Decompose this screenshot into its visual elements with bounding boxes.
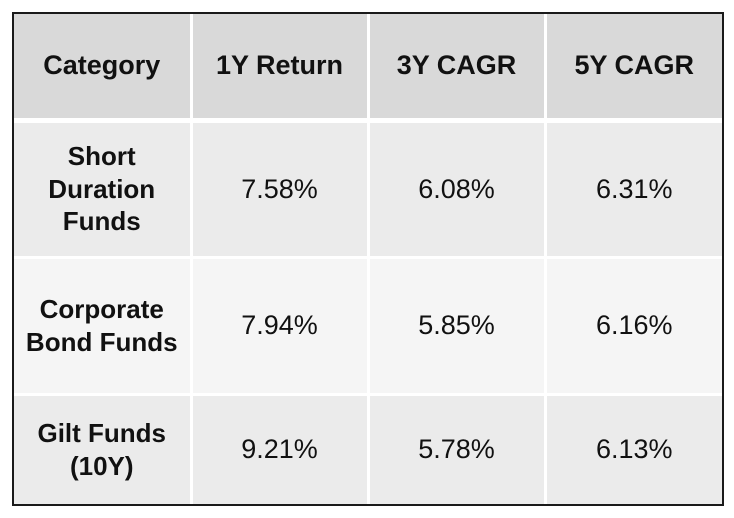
return-1y-cell: 9.21%: [191, 394, 370, 504]
category-line: Corporate: [39, 294, 164, 324]
returns-table-frame: Category 1Y Return 3Y CAGR 5Y CAGR Short…: [12, 12, 724, 506]
return-1y-cell: 7.94%: [191, 257, 370, 396]
cagr-5y-cell: 6.16%: [545, 257, 722, 396]
category-line: Short: [67, 141, 136, 172]
header-1y-return: 1Y Return: [191, 14, 370, 123]
category-line: Bond Funds: [25, 326, 178, 357]
cagr-3y-cell: 6.08%: [368, 120, 547, 259]
table-row: Gilt Funds (10Y) 9.21% 5.78% 6.13%: [14, 394, 722, 504]
category-line: Funds: [62, 206, 141, 237]
cagr-3y-cell: 5.85%: [368, 257, 547, 396]
category-cell: Corporate Bond Funds: [14, 257, 193, 396]
category-line: Duration: [48, 173, 156, 204]
cagr-5y-cell: 6.31%: [545, 120, 722, 259]
category-cell: Gilt Funds (10Y): [14, 394, 193, 504]
header-3y-cagr: 3Y CAGR: [368, 14, 547, 123]
table-row: Corporate Bond Funds 7.94% 5.85% 6.16%: [14, 257, 722, 396]
category-cell: Short Duration Funds: [14, 120, 193, 259]
cagr-3y-cell: 5.78%: [368, 394, 547, 504]
returns-table: Category 1Y Return 3Y CAGR 5Y CAGR Short…: [14, 14, 722, 504]
category-line: (10Y): [69, 450, 134, 481]
table-row: Short Duration Funds 7.58% 6.08% 6.31%: [14, 120, 722, 259]
cagr-5y-cell: 6.13%: [545, 394, 722, 504]
category-line: Gilt Funds: [37, 418, 167, 449]
header-5y-cagr: 5Y CAGR: [545, 14, 722, 123]
return-1y-cell: 7.58%: [191, 120, 370, 259]
header-row: Category 1Y Return 3Y CAGR 5Y CAGR: [14, 14, 722, 123]
header-category: Category: [14, 14, 193, 123]
